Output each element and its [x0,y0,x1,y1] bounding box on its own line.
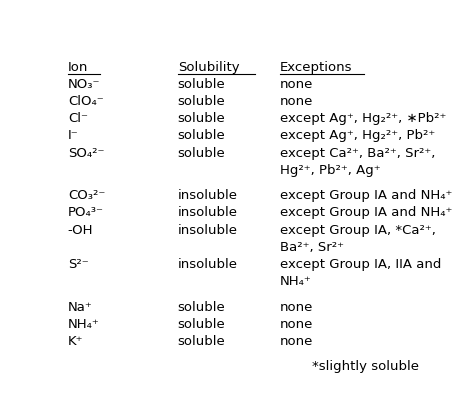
Text: none: none [280,78,313,91]
Text: K⁺: K⁺ [68,335,83,348]
Text: S²⁻: S²⁻ [68,258,89,271]
Text: -OH: -OH [68,223,93,237]
Text: Ba²⁺, Sr²⁺: Ba²⁺, Sr²⁺ [280,241,344,253]
Text: except Group IA and NH₄⁺: except Group IA and NH₄⁺ [280,189,452,202]
Text: Exceptions: Exceptions [280,61,352,74]
Text: except Ag⁺, Hg₂²⁺, Pb²⁺: except Ag⁺, Hg₂²⁺, Pb²⁺ [280,129,435,142]
Text: soluble: soluble [178,147,226,160]
Text: none: none [280,300,313,313]
Text: Hg²⁺, Pb²⁺, Ag⁺: Hg²⁺, Pb²⁺, Ag⁺ [280,164,381,177]
Text: PO₄³⁻: PO₄³⁻ [68,207,104,220]
Text: soluble: soluble [178,300,226,313]
Text: none: none [280,335,313,348]
Text: I⁻: I⁻ [68,129,79,142]
Text: *slightly soluble: *slightly soluble [312,360,419,373]
Text: soluble: soluble [178,112,226,125]
Text: NO₃⁻: NO₃⁻ [68,78,100,91]
Text: except Group IA, *Ca²⁺,: except Group IA, *Ca²⁺, [280,223,436,237]
Text: except Ca²⁺, Ba²⁺, Sr²⁺,: except Ca²⁺, Ba²⁺, Sr²⁺, [280,147,435,160]
Text: Na⁺: Na⁺ [68,300,92,313]
Text: SO₄²⁻: SO₄²⁻ [68,147,104,160]
Text: insoluble: insoluble [178,258,237,271]
Text: soluble: soluble [178,78,226,91]
Text: insoluble: insoluble [178,189,237,202]
Text: NH₄⁺: NH₄⁺ [280,275,312,288]
Text: Solubility: Solubility [178,61,239,74]
Text: Ion: Ion [68,61,88,74]
Text: except Group IA and NH₄⁺: except Group IA and NH₄⁺ [280,207,452,220]
Text: none: none [280,318,313,331]
Text: soluble: soluble [178,129,226,142]
Text: soluble: soluble [178,318,226,331]
Text: insoluble: insoluble [178,223,237,237]
Text: insoluble: insoluble [178,207,237,220]
Text: CO₃²⁻: CO₃²⁻ [68,189,105,202]
Text: Cl⁻: Cl⁻ [68,112,88,125]
Text: except Group IA, IIA and: except Group IA, IIA and [280,258,441,271]
Text: soluble: soluble [178,335,226,348]
Text: none: none [280,95,313,108]
Text: NH₄⁺: NH₄⁺ [68,318,100,331]
Text: soluble: soluble [178,95,226,108]
Text: except Ag⁺, Hg₂²⁺, ∗Pb²⁺: except Ag⁺, Hg₂²⁺, ∗Pb²⁺ [280,112,447,125]
Text: ClO₄⁻: ClO₄⁻ [68,95,104,108]
